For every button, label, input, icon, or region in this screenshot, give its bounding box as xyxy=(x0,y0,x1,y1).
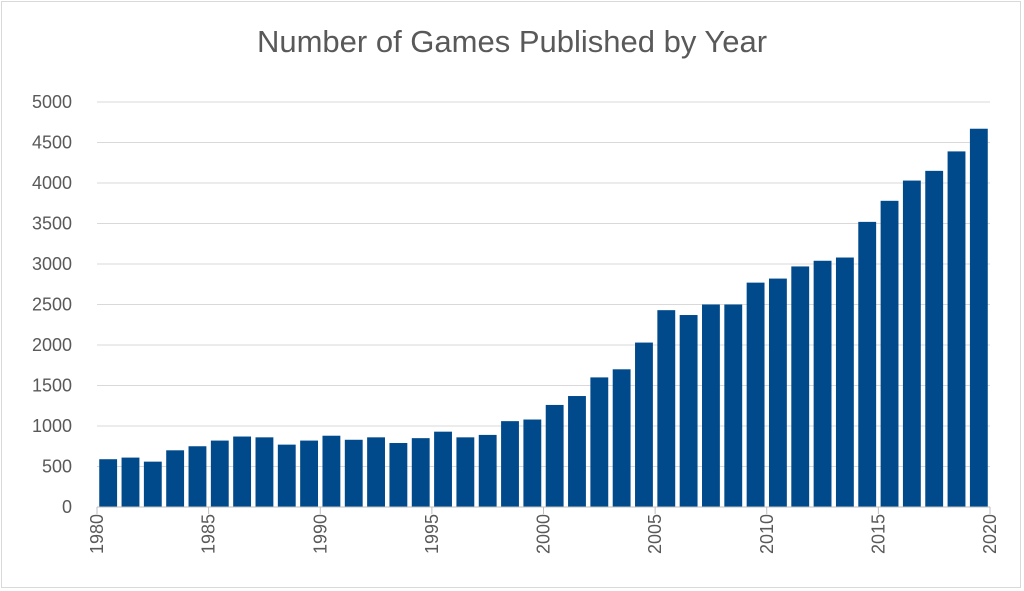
bar xyxy=(568,396,586,507)
bar xyxy=(635,342,653,507)
y-tick-label: 2000 xyxy=(32,335,72,355)
y-tick-label: 500 xyxy=(42,457,72,477)
x-tick-label: 2010 xyxy=(757,514,777,554)
bar xyxy=(434,431,452,507)
x-tick-label: 1980 xyxy=(87,514,107,554)
bar xyxy=(768,278,787,507)
bar xyxy=(411,438,430,507)
y-tick-label: 3000 xyxy=(32,254,72,274)
y-tick-label: 2500 xyxy=(32,295,72,315)
x-tick-label: 2005 xyxy=(645,514,665,554)
bar xyxy=(545,404,564,507)
bar xyxy=(300,440,319,507)
bar xyxy=(367,437,385,507)
bar xyxy=(389,443,408,507)
x-tick-label: 1995 xyxy=(422,514,442,554)
gridlines xyxy=(97,101,990,467)
bar xyxy=(612,369,631,507)
y-tick-label: 1000 xyxy=(32,416,72,436)
bar xyxy=(791,266,810,507)
bar xyxy=(188,446,207,507)
y-tick-label: 4000 xyxy=(32,173,72,193)
x-tick-label: 2020 xyxy=(980,514,1000,554)
bar xyxy=(322,435,341,507)
bar xyxy=(277,444,296,507)
x-tick-label: 1985 xyxy=(199,514,219,554)
y-tick-label: 0 xyxy=(62,497,72,517)
y-tick-label: 3500 xyxy=(32,214,72,234)
bar xyxy=(523,419,542,507)
bar xyxy=(880,200,899,507)
bar xyxy=(813,260,832,507)
chart-title: Number of Games Published by Year xyxy=(256,24,768,59)
bar xyxy=(501,421,519,507)
x-tick-labels: 1980 1985 1990 1995 2000 2005 2010 2015 2020 xyxy=(87,507,1000,554)
bar xyxy=(746,282,765,507)
bar xyxy=(233,436,252,507)
bar xyxy=(969,128,988,508)
bar xyxy=(590,377,609,507)
y-tick-label: 1500 xyxy=(32,376,72,396)
bar xyxy=(657,310,676,507)
bar xyxy=(121,457,140,507)
bar xyxy=(858,221,877,507)
bar xyxy=(902,180,921,507)
x-tick-label: 1990 xyxy=(310,514,330,554)
bar xyxy=(210,440,229,507)
bar xyxy=(143,461,162,507)
bar xyxy=(255,437,274,507)
bars xyxy=(99,128,988,508)
bar xyxy=(835,257,854,507)
bar xyxy=(99,459,118,507)
bar xyxy=(166,450,185,507)
bar xyxy=(344,439,363,507)
x-tick-label: 2000 xyxy=(534,514,554,554)
y-tick-label: 5000 xyxy=(32,92,72,112)
y-tick-labels: 0 500 1000 1500 2000 2500 3000 3500 4000 4500 5000 xyxy=(32,92,72,517)
bar xyxy=(925,170,944,507)
bar xyxy=(679,315,698,507)
y-tick-label: 4500 xyxy=(32,133,72,153)
x-tick-label: 2015 xyxy=(868,514,888,554)
bar xyxy=(478,434,497,507)
bar xyxy=(456,437,475,507)
bar xyxy=(702,304,720,507)
bar xyxy=(724,304,743,507)
bar xyxy=(947,151,966,507)
